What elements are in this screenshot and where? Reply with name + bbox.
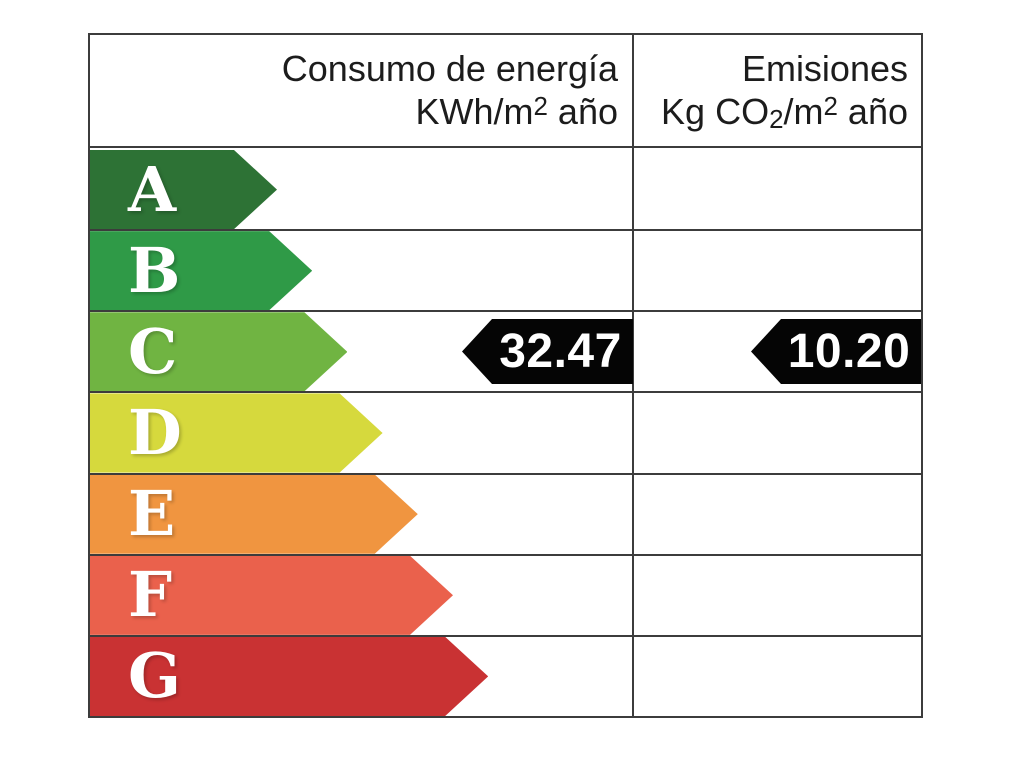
emissions-header-line1: Emisiones — [741, 48, 908, 90]
band-arrow-e: E — [90, 475, 418, 554]
band-letter-d: D — [128, 395, 182, 469]
emissions-value: 10.20 — [787, 325, 911, 378]
subscript-2: 2 — [769, 106, 784, 135]
band-row-a: A — [90, 150, 921, 232]
band-letter-f: F — [128, 558, 173, 632]
emissions-column-header: Emisiones Kg CO2/m2 año — [634, 35, 921, 146]
band-row-g: G — [90, 637, 921, 716]
consumption-column-header: Consumo de energía KWh/m2 año — [90, 35, 634, 146]
emissions-header-units: Kg CO2/m2 año — [661, 90, 908, 135]
band-arrow-g: G — [90, 637, 488, 716]
band-arrow-d: D — [90, 393, 383, 472]
band-row-e: E — [90, 475, 921, 556]
consumption-header-units: KWh/m2 año — [415, 90, 618, 132]
band-row-d: D — [90, 393, 921, 475]
band-letter-b: B — [128, 233, 181, 307]
band-row-f: F — [90, 556, 921, 637]
table-header: Consumo de energía KWh/m2 año Emisiones … — [90, 35, 921, 148]
band-arrow-c: C — [90, 312, 347, 391]
band-letter-c: C — [128, 314, 178, 388]
band-letter-a: A — [128, 152, 177, 226]
superscript-2: 2 — [533, 92, 548, 121]
column-divider — [632, 35, 634, 716]
band-letter-e: E — [128, 477, 176, 551]
band-letter-g: G — [128, 639, 181, 713]
emissions-value-arrow: 10.20 — [751, 319, 921, 384]
band-row-b: B — [90, 231, 921, 313]
rating-table: Consumo de energía KWh/m2 año Emisiones … — [88, 33, 923, 718]
band-row-c: C — [90, 312, 921, 394]
consumption-header-line1: Consumo de energía — [281, 48, 618, 90]
consumption-value-arrow: 32.47 — [462, 319, 633, 384]
band-arrow-b: B — [90, 231, 312, 310]
superscript-2: 2 — [823, 92, 838, 121]
consumption-value: 32.47 — [499, 325, 622, 378]
band-arrow-f: F — [90, 556, 453, 635]
band-arrow-a: A — [90, 150, 277, 229]
